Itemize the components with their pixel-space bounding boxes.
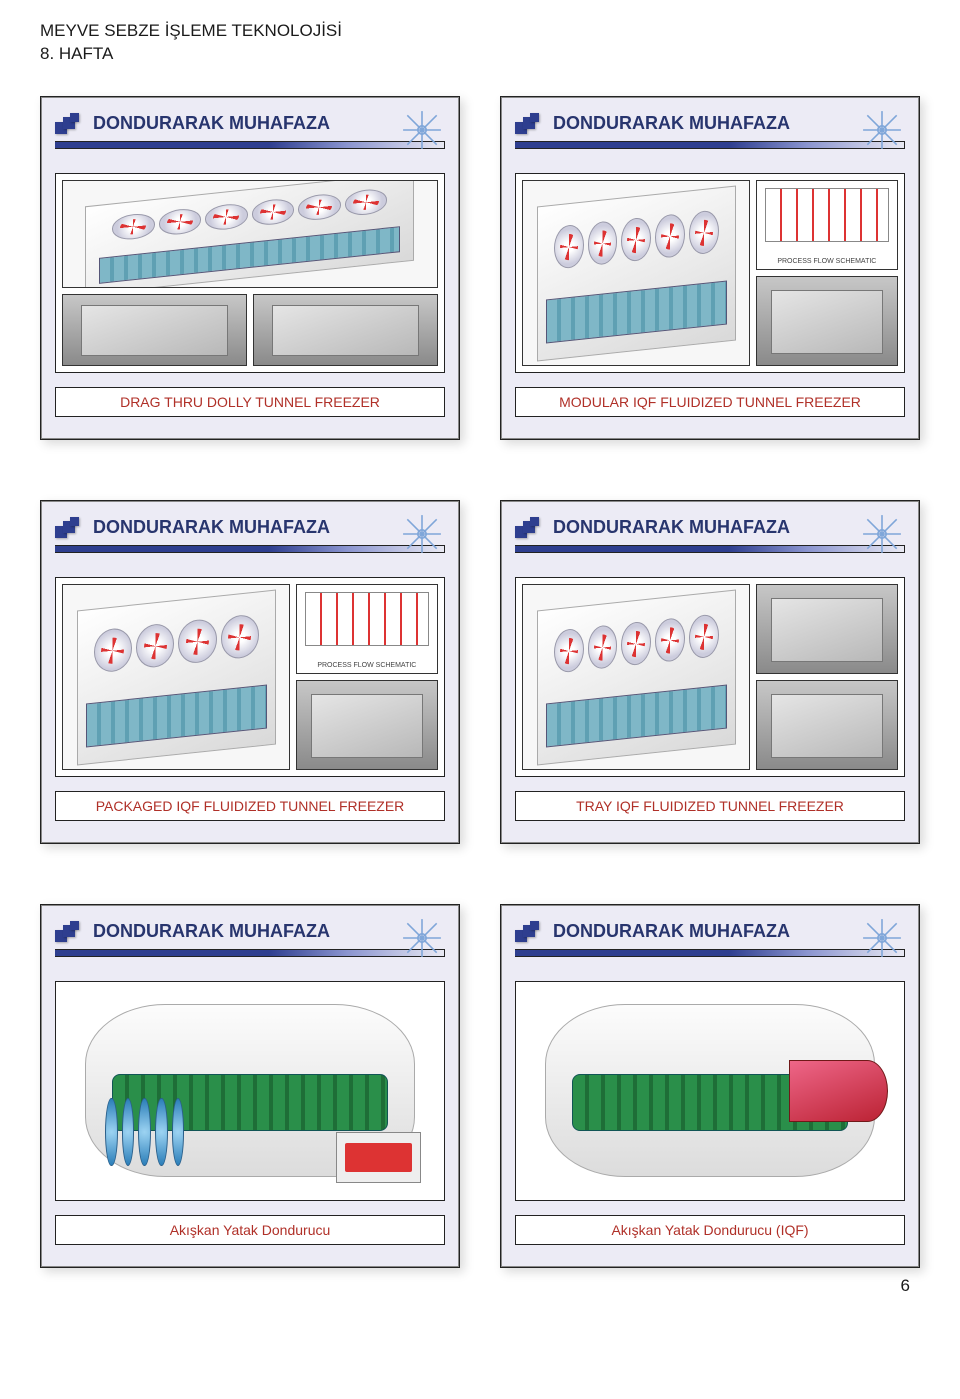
caption: PACKAGED IQF FLUIDIZED TUNNEL FREEZER <box>55 791 445 821</box>
schematic-image <box>62 584 290 770</box>
title-underline <box>55 949 445 957</box>
titlebar: DONDURARAK MUHAFAZA <box>515 113 905 159</box>
snowflake-icon <box>861 513 903 555</box>
title-squares-icon <box>515 517 543 539</box>
image-panel: PROCESS FLOW SCHEMATIC <box>55 577 445 777</box>
photo-image <box>756 276 898 366</box>
machine-render <box>522 988 898 1194</box>
title-squares-icon <box>515 113 543 135</box>
card-akiskan-2: DONDURARAK MUHAFAZA <box>500 904 920 1268</box>
snowflake-icon <box>401 109 443 151</box>
title-underline <box>55 141 445 149</box>
snowflake-icon <box>401 513 443 555</box>
flow-schematic-image: PROCESS FLOW SCHEMATIC <box>756 180 898 270</box>
titlebar: DONDURARAK MUHAFAZA <box>515 921 905 967</box>
header-line-2: 8. HAFTA <box>40 43 920 66</box>
caption: MODULAR IQF FLUIDIZED TUNNEL FREEZER <box>515 387 905 417</box>
photo-image <box>756 680 898 770</box>
card-title: DONDURARAK MUHAFAZA <box>553 517 790 538</box>
page: MEYVE SEBZE İŞLEME TEKNOLOJİSİ 8. HAFTA … <box>0 0 960 1308</box>
card-title: DONDURARAK MUHAFAZA <box>553 113 790 134</box>
card-title: DONDURARAK MUHAFAZA <box>553 921 790 942</box>
image-panel <box>515 981 905 1201</box>
titlebar: DONDURARAK MUHAFAZA <box>515 517 905 563</box>
card-modular-iqf: DONDURARAK MUHAFAZA <box>500 96 920 440</box>
card-rows: DONDURARAK MUHAFAZA <box>40 96 920 1268</box>
photo-image <box>62 294 247 366</box>
schematic-image <box>62 180 438 288</box>
snowflake-icon <box>861 917 903 959</box>
title-underline <box>515 949 905 957</box>
row-2: DONDURARAK MUHAFAZA <box>40 500 920 844</box>
flow-schematic-image: PROCESS FLOW SCHEMATIC <box>296 584 438 674</box>
title-squares-icon <box>55 517 83 539</box>
titlebar: DONDURARAK MUHAFAZA <box>55 921 445 967</box>
schematic-image <box>522 584 750 770</box>
titlebar: DONDURARAK MUHAFAZA <box>55 517 445 563</box>
image-panel <box>55 981 445 1201</box>
row-3: DONDURARAK MUHAFAZA <box>40 904 920 1268</box>
title-underline <box>55 545 445 553</box>
card-akiskan-1: DONDURARAK MUHAFAZA <box>40 904 460 1268</box>
snowflake-icon <box>861 109 903 151</box>
flow-schematic-label: PROCESS FLOW SCHEMATIC <box>297 662 437 669</box>
machine-render <box>62 988 438 1194</box>
card-packaged-iqf: DONDURARAK MUHAFAZA <box>40 500 460 844</box>
caption: TRAY IQF FLUIDIZED TUNNEL FREEZER <box>515 791 905 821</box>
photo-image <box>756 584 898 674</box>
image-panel <box>55 173 445 373</box>
title-squares-icon <box>55 113 83 135</box>
caption: Akışkan Yatak Dondurucu <box>55 1215 445 1245</box>
card-title: DONDURARAK MUHAFAZA <box>93 921 330 942</box>
image-panel: PROCESS FLOW SCHEMATIC <box>515 173 905 373</box>
card-title: DONDURARAK MUHAFAZA <box>93 517 330 538</box>
caption: Akışkan Yatak Dondurucu (IQF) <box>515 1215 905 1245</box>
card-drag-thru-dolly: DONDURARAK MUHAFAZA <box>40 96 460 440</box>
photo-image <box>253 294 438 366</box>
title-underline <box>515 545 905 553</box>
card-title: DONDURARAK MUHAFAZA <box>93 113 330 134</box>
photo-image <box>296 680 438 770</box>
title-underline <box>515 141 905 149</box>
image-panel <box>515 577 905 777</box>
page-number: 6 <box>901 1276 910 1296</box>
row-1: DONDURARAK MUHAFAZA <box>40 96 920 440</box>
flow-schematic-label: PROCESS FLOW SCHEMATIC <box>757 258 897 265</box>
titlebar: DONDURARAK MUHAFAZA <box>55 113 445 159</box>
caption: DRAG THRU DOLLY TUNNEL FREEZER <box>55 387 445 417</box>
title-squares-icon <box>515 921 543 943</box>
snowflake-icon <box>401 917 443 959</box>
schematic-image <box>522 180 750 366</box>
card-tray-iqf: DONDURARAK MUHAFAZA <box>500 500 920 844</box>
page-header: MEYVE SEBZE İŞLEME TEKNOLOJİSİ 8. HAFTA <box>40 20 920 66</box>
title-squares-icon <box>55 921 83 943</box>
header-line-1: MEYVE SEBZE İŞLEME TEKNOLOJİSİ <box>40 20 920 43</box>
